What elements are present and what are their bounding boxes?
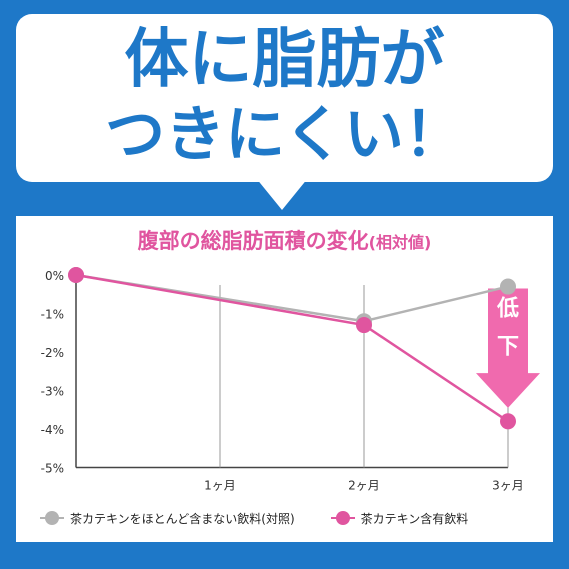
y-tick-label: 0% xyxy=(45,269,64,283)
legend-label-catechin: 茶カテキン含有飲料 xyxy=(360,511,469,526)
chart-title-main: 腹部の総脂肪面積の変化 xyxy=(137,229,369,253)
x-tick-label: 1ヶ月 xyxy=(204,479,236,493)
y-tick-label: -5% xyxy=(41,462,64,476)
data-point xyxy=(500,278,516,295)
legend-item-catechin: 茶カテキン含有飲料 xyxy=(330,510,469,527)
legend-label-control: 茶カテキンをほとんど含まない飲料(対照) xyxy=(70,511,295,526)
legend-item-control: 茶カテキンをほとんど含まない飲料(対照) xyxy=(40,510,295,527)
headline-line-2: つきにくい！ xyxy=(105,100,464,170)
headline-bubble-tail xyxy=(256,178,308,210)
x-tick-label: 3ヶ月 xyxy=(492,479,524,493)
chart-legend: 茶カテキンをほとんど含まない飲料(対照) 茶カテキン含有飲料 xyxy=(40,508,504,528)
data-point xyxy=(68,267,84,283)
series-line-0 xyxy=(75,273,509,323)
data-point xyxy=(356,317,372,334)
legend-marker-catechin xyxy=(330,511,355,525)
y-tick-label: -2% xyxy=(41,346,64,360)
chart-title: 腹部の総脂肪面積の変化(相対値) xyxy=(16,226,553,258)
headline-line-1: 体に脂肪が xyxy=(124,23,445,97)
legend-marker-control xyxy=(40,511,64,525)
y-tick-label: -3% xyxy=(41,385,64,399)
data-point xyxy=(500,413,516,430)
chart-panel xyxy=(16,216,553,542)
y-tick-label: -4% xyxy=(41,423,64,437)
arrow-label: 下 xyxy=(497,334,519,359)
chart-title-suffix: (相対値) xyxy=(368,233,432,252)
series-line-1 xyxy=(75,273,509,423)
arrow-label: 低 xyxy=(496,296,519,321)
headline-bubble xyxy=(16,14,553,182)
decrease-arrow-icon xyxy=(476,288,540,408)
x-tick-label: 2ヶ月 xyxy=(348,479,380,493)
y-tick-label: -1% xyxy=(41,308,64,322)
